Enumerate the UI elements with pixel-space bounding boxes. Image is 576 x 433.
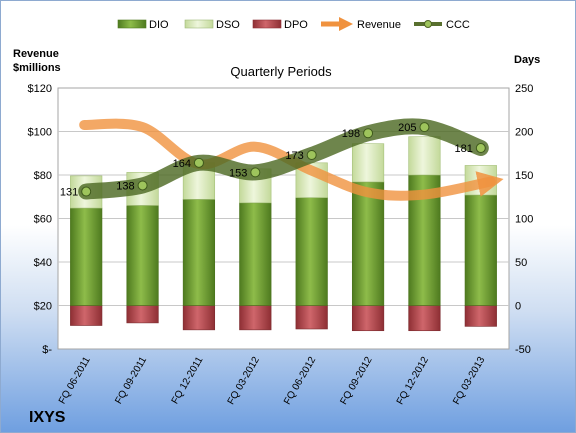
bar-dio: [464, 194, 497, 306]
x-tick-label: FQ 12-2011: [170, 355, 206, 406]
ccc-point: [137, 180, 148, 191]
bar-dso: [408, 136, 441, 176]
bar-dio: [182, 199, 216, 306]
y-left-tick-label: $20: [34, 301, 52, 313]
revenue-line: [79, 118, 504, 201]
legend-item-ccc: CCC: [414, 19, 470, 31]
y-left-tick-label: $60: [34, 214, 52, 226]
y-left-tick-label: $80: [34, 170, 52, 182]
ccc-point: [250, 167, 261, 178]
ccc-data-label: 181: [454, 143, 472, 155]
bar-dso: [351, 143, 385, 183]
ccc-point: [363, 128, 374, 139]
legend-item-dio: DIO: [117, 19, 169, 31]
bar-dpo: [126, 305, 159, 324]
bar-dpo: [408, 305, 441, 332]
y-right-tick-label: 250: [515, 83, 533, 95]
y-left-tick-label: $100: [28, 127, 52, 139]
y-left-tick-label: $-: [42, 344, 52, 356]
y-left-axis-label-line-1: Revenue: [13, 48, 59, 60]
y-right-tick-label: 200: [515, 127, 533, 139]
x-tick-label: FQ 06-2011: [57, 355, 93, 406]
bar-dio: [126, 205, 159, 306]
legend-arrow-revenue: [339, 17, 353, 31]
y-left-tick-label: $40: [34, 257, 52, 269]
ccc-data-label: 138: [116, 180, 134, 192]
y-left-axis-label-line-2: $millions: [13, 62, 61, 74]
legend-label-dio: DIO: [149, 19, 169, 31]
legend-item-dso: DSO: [184, 19, 240, 31]
legend-item-revenue: Revenue: [321, 17, 401, 31]
y-right-tick-label: 0: [515, 301, 521, 313]
bar-dpo: [182, 305, 216, 331]
company-label: IXYS: [29, 409, 66, 426]
ccc-point: [306, 149, 317, 160]
y-left-tick-label: $120: [28, 83, 52, 95]
lines: 131 138 164 153 173 198 205 181: [60, 118, 504, 201]
bar-dpo: [351, 305, 385, 332]
bar-dio: [70, 207, 103, 306]
legend-swatch-dso: [184, 19, 214, 29]
legend-label-ccc: CCC: [446, 19, 470, 31]
ccc-data-label: 198: [342, 128, 360, 140]
bar-dpo: [464, 305, 497, 327]
x-tick-label: FQ 09-2011: [113, 355, 149, 406]
x-tick-label: FQ 09-2012: [338, 355, 374, 407]
ccc-data-label: 164: [173, 158, 191, 170]
ccc-data-label: 205: [398, 122, 416, 134]
ccc-data-label: 173: [285, 150, 303, 162]
y-right-tick-label: 100: [515, 214, 533, 226]
x-tick-label: FQ 03-2013: [451, 355, 487, 407]
y-right-axis-label: Days: [514, 54, 540, 66]
ccc-point: [193, 157, 204, 168]
bar-dpo: [239, 305, 272, 331]
bar-dio: [351, 181, 385, 306]
legend-item-dpo: DPO: [252, 19, 308, 31]
ccc-point: [81, 186, 92, 197]
legend-swatch-dio: [117, 19, 147, 29]
y-left-axis-ticks: $- $20 $40 $60 $80 $100 $120: [28, 83, 53, 356]
x-tick-label: FQ 06-2012: [282, 355, 318, 407]
ccc-point: [475, 143, 486, 154]
x-tick-label: FQ 03-2012: [226, 355, 262, 407]
ccc-data-label: 153: [229, 167, 247, 179]
legend-marker-ccc: [424, 20, 432, 28]
legend-label-dso: DSO: [216, 19, 240, 31]
x-tick-label: FQ 12-2012: [395, 355, 431, 407]
x-axis-ticks: FQ 06-2011 FQ 09-2011 FQ 12-2011 FQ 03-2012…: [57, 355, 488, 407]
legend-swatch-dpo: [252, 19, 282, 29]
y-right-tick-label: -50: [515, 344, 531, 356]
bar-dio: [295, 197, 328, 306]
y-right-axis-ticks: -50 0 50 100 150 200 250: [515, 83, 533, 356]
chart-title: Quarterly Periods: [230, 64, 332, 79]
bar-dio: [239, 202, 272, 306]
legend: DIO DSO DPO Revenue CCC: [117, 17, 470, 31]
y-right-tick-label: 150: [515, 170, 533, 182]
y-left-axis-label: Revenue $millions: [13, 48, 62, 74]
bar-dpo: [70, 305, 103, 326]
legend-label-dpo: DPO: [284, 19, 308, 31]
legend-label-revenue: Revenue: [357, 19, 401, 31]
ccc-point: [419, 122, 430, 133]
y-right-tick-label: 50: [515, 257, 527, 269]
bar-dpo: [295, 305, 328, 330]
ccc-data-label: 131: [60, 187, 78, 199]
